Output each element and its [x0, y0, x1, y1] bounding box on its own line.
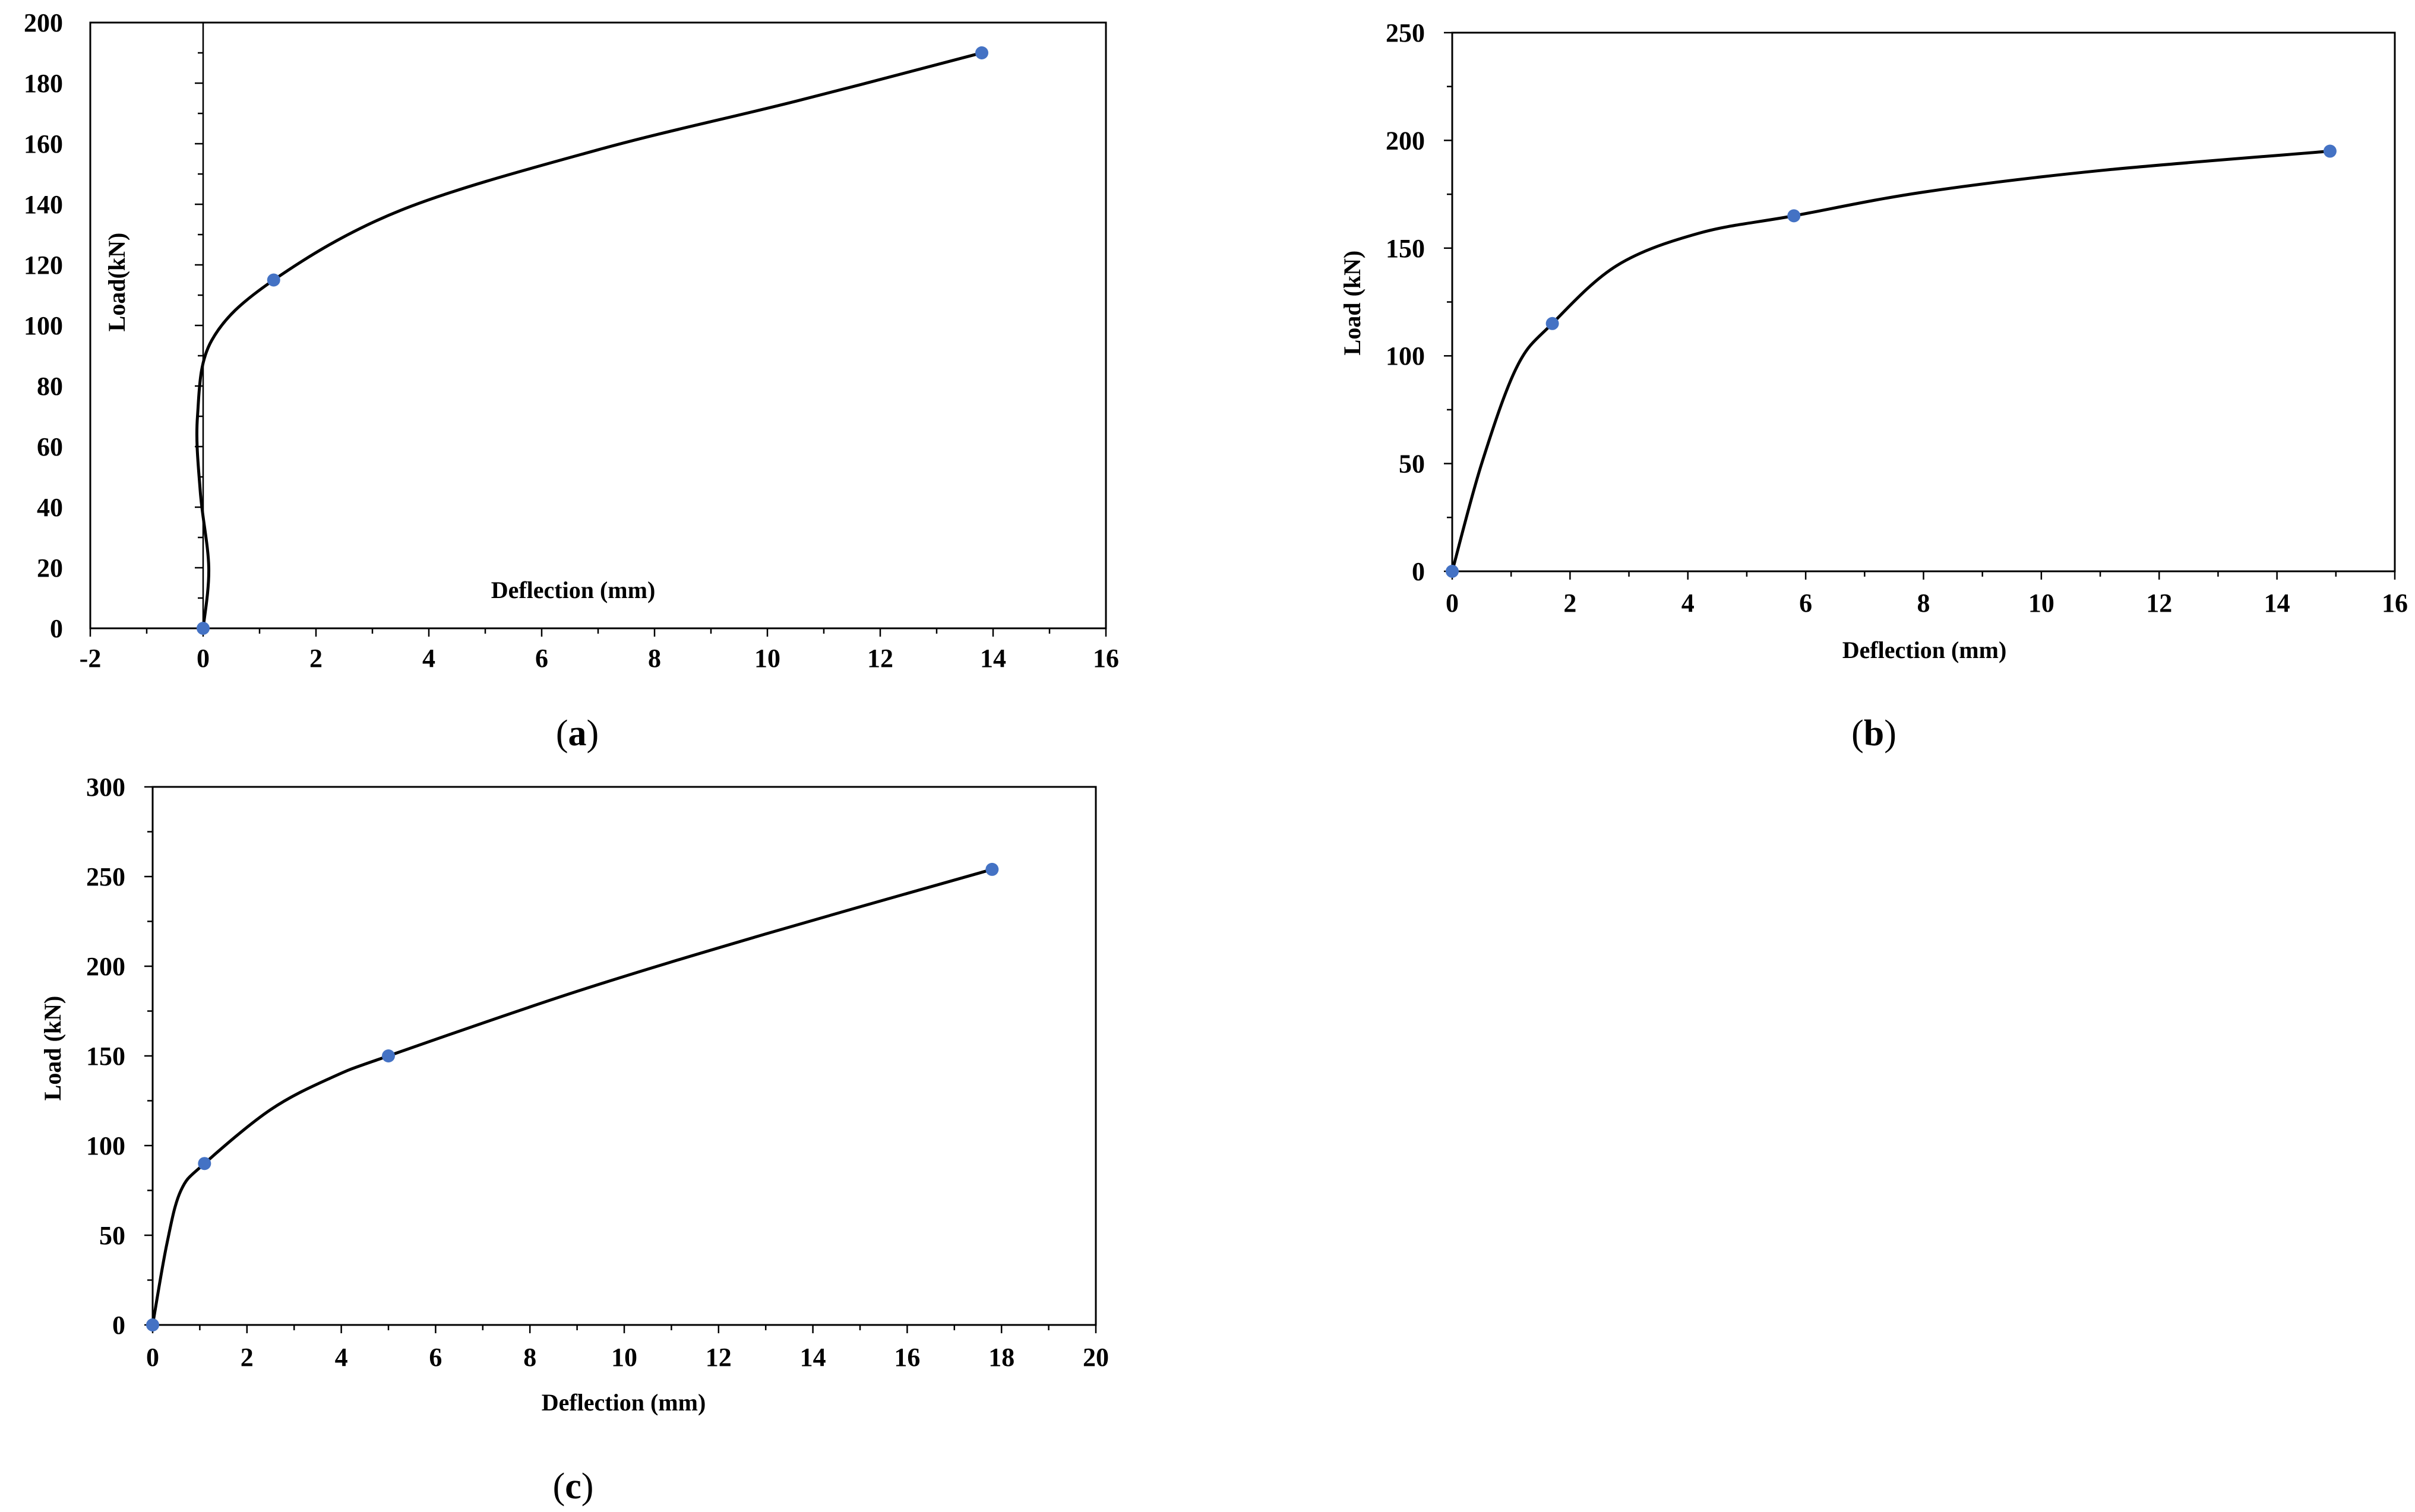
chart-panel-c: 0 2 4 6 8 10 12 14 16 18 20050100150200250300Defle…: [39, 773, 1109, 1507]
data-point: [1787, 209, 1801, 223]
data-point: [985, 862, 999, 876]
y-tick-label: 100: [1386, 341, 1425, 371]
y-tick-label: 50: [99, 1221, 125, 1250]
y-tick-label: 40: [37, 493, 63, 522]
y-tick-label: 120: [24, 251, 63, 280]
x-tick-label: 10: [611, 1343, 637, 1372]
x-tick-label: 14: [800, 1343, 826, 1372]
x-tick-label: 16: [2382, 589, 2408, 618]
x-tick-label: -2: [80, 644, 102, 673]
panel-label: (b): [1851, 713, 1896, 754]
y-tick-label: 80: [37, 372, 63, 401]
plot-frame: [89, 21, 1107, 630]
x-tick-label: 0: [146, 1343, 159, 1372]
series-line: [1450, 150, 2332, 573]
y-tick-label: 150: [1386, 234, 1425, 263]
y-tick-label: 300: [86, 773, 125, 802]
x-tick-label: 6: [535, 644, 548, 673]
x-tick-label: 12: [2146, 589, 2172, 618]
x-tick-label: 12: [706, 1343, 732, 1372]
chart-panel-b: 0 2 4 6 8 10 12 14 16 0 50 100 150 200 250 Deflection (…: [1339, 18, 2408, 754]
chart-panel-a: -2 0 2 4 6 8 10 12 14 160204060801001201401601802…: [24, 8, 1119, 754]
x-tick-label: 14: [980, 644, 1006, 673]
data-point: [975, 46, 988, 59]
y-tick-label: 0: [50, 614, 63, 643]
y-tick-label: 100: [86, 1131, 125, 1160]
data-point: [146, 1318, 159, 1331]
x-axis-title: Deflection (mm): [491, 577, 656, 603]
x-tick-label: 8: [648, 644, 661, 673]
series-line: [195, 51, 984, 630]
x-tick-label: 10: [2028, 589, 2054, 618]
x-tick-label: 2: [1563, 589, 1576, 618]
y-tick-label: 50: [1399, 450, 1425, 479]
x-axis-title: Deflection (mm): [542, 1389, 706, 1416]
x-tick-label: 4: [422, 644, 435, 673]
y-axis-title: Load(kN): [103, 233, 130, 332]
y-tick-label: 200: [86, 952, 125, 981]
y-tick-label: 20: [37, 553, 63, 583]
y-tick-label: 200: [24, 8, 63, 37]
x-tick-label: 6: [1799, 589, 1812, 618]
data-point: [198, 1157, 211, 1171]
data-point: [1545, 317, 1559, 330]
y-tick-label: 60: [37, 432, 63, 461]
y-axis-title: Load (kN): [1339, 251, 1365, 356]
x-tick-label: 10: [754, 644, 780, 673]
x-tick-label: 2: [241, 1343, 254, 1372]
x-tick-label: 0: [1446, 589, 1459, 618]
y-axis-title: Load (kN): [39, 996, 66, 1101]
y-tick-label: 250: [1386, 18, 1425, 48]
y-tick-label: 200: [1386, 126, 1425, 155]
data-point: [382, 1049, 395, 1062]
x-tick-label: 0: [197, 644, 210, 673]
y-tick-label: 250: [86, 862, 125, 891]
x-tick-label: 4: [1681, 589, 1695, 618]
data-point: [2323, 144, 2337, 158]
data-point: [197, 622, 210, 635]
x-tick-label: 8: [1917, 589, 1930, 618]
data-point: [267, 273, 280, 287]
panel-label: (a): [556, 713, 599, 754]
data-point: [1446, 565, 1459, 578]
y-tick-label: 0: [112, 1311, 125, 1340]
panel-label: (c): [553, 1466, 594, 1507]
series-line: [151, 868, 994, 1327]
y-tick-label: 180: [24, 69, 63, 98]
x-tick-label: 8: [523, 1343, 536, 1372]
x-tick-label: 4: [335, 1343, 348, 1372]
x-tick-label: 6: [429, 1343, 442, 1372]
x-tick-label: 14: [2264, 589, 2290, 618]
plot-frame: [151, 786, 1097, 1326]
y-tick-label: 150: [86, 1042, 125, 1071]
x-tick-label: 20: [1083, 1343, 1109, 1372]
y-tick-label: 140: [24, 190, 63, 219]
x-tick-label: 16: [894, 1343, 920, 1372]
x-tick-label: 2: [309, 644, 323, 673]
y-tick-label: 160: [24, 129, 63, 159]
x-axis-title: Deflection (mm): [1842, 637, 2007, 663]
x-tick-label: 12: [867, 644, 893, 673]
y-tick-label: 100: [24, 311, 63, 340]
x-tick-label: 16: [1093, 644, 1119, 673]
plot-frame: [1451, 31, 2396, 572]
y-tick-label: 0: [1412, 557, 1425, 586]
x-tick-label: 18: [988, 1343, 1014, 1372]
